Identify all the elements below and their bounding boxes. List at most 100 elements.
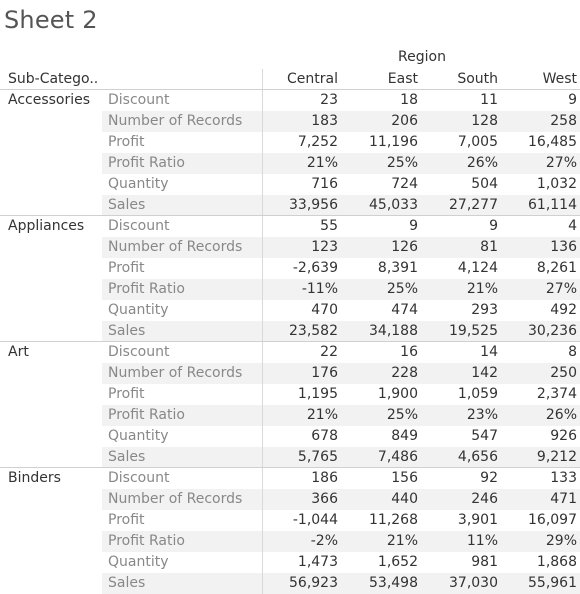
region-column-header[interactable]: Region [398,49,446,65]
measure-name-label[interactable]: Profit Ratio [108,281,185,297]
table-row[interactable]: Sales 33,956 45,033 27,277 61,114 [102,195,580,216]
measure-name-label[interactable]: Sales [108,449,146,465]
table-cell-east[interactable]: 474 [391,302,418,318]
table-cell-central[interactable]: 186 [311,470,338,486]
table-cell-south[interactable]: 7,005 [457,134,498,150]
table-row[interactable]: Profit -1,044 11,268 3,901 16,097 [102,510,580,531]
table-cell-central[interactable]: 183 [311,113,338,129]
table-cell-west[interactable]: 2,374 [536,386,577,402]
table-cell-south[interactable]: 21% [466,281,498,297]
table-cell-south[interactable]: 81 [480,239,498,255]
table-cell-south[interactable]: 92 [480,470,498,486]
table-cell-west[interactable]: 27% [545,281,577,297]
table-cell-east[interactable]: 206 [391,113,418,129]
sub-category-label[interactable]: Appliances [8,218,85,234]
measure-name-label[interactable]: Quantity [108,176,169,192]
column-header-west[interactable]: West [542,71,577,87]
table-cell-west[interactable]: 471 [550,491,577,507]
table-cell-central[interactable]: 5,765 [297,449,338,465]
table-cell-west[interactable]: 29% [545,533,577,549]
table-cell-west[interactable]: 16,485 [528,134,577,150]
table-cell-south[interactable]: 27,277 [449,197,498,213]
table-row[interactable]: Sales 56,923 53,498 37,030 55,961 [102,573,580,594]
table-cell-west[interactable]: 926 [550,428,577,444]
table-row[interactable]: Discount 186 156 92 133 [102,468,580,489]
table-cell-east[interactable]: 25% [386,281,418,297]
measure-name-label[interactable]: Quantity [108,428,169,444]
sub-category-label[interactable]: Accessories [8,92,91,108]
table-cell-west[interactable]: 258 [550,113,577,129]
table-cell-central[interactable]: 33,956 [289,197,338,213]
table-cell-east[interactable]: 126 [391,239,418,255]
table-row[interactable]: Number of Records 176 228 142 250 [102,363,580,384]
measure-name-label[interactable]: Number of Records [108,491,243,507]
measure-name-label[interactable]: Sales [108,197,146,213]
table-row[interactable]: Discount 22 16 14 8 [102,342,580,363]
table-cell-central[interactable]: 1,195 [297,386,338,402]
table-cell-west[interactable]: 492 [550,302,577,318]
table-cell-west[interactable]: 9,212 [536,449,577,465]
table-row[interactable]: Quantity 470 474 293 492 [102,300,580,321]
table-cell-central[interactable]: 21% [306,407,338,423]
table-row[interactable]: Profit -2,639 8,391 4,124 8,261 [102,258,580,279]
table-cell-east[interactable]: 11,268 [369,512,418,528]
table-cell-west[interactable]: 61,114 [528,197,577,213]
table-cell-central[interactable]: -11% [301,281,338,297]
table-cell-east[interactable]: 34,188 [369,323,418,339]
measure-name-label[interactable]: Profit Ratio [108,155,185,171]
table-row[interactable]: Quantity 1,473 1,652 981 1,868 [102,552,580,573]
table-cell-central[interactable]: 21% [306,155,338,171]
table-cell-central[interactable]: 716 [311,176,338,192]
table-cell-central[interactable]: 470 [311,302,338,318]
table-cell-central[interactable]: 366 [311,491,338,507]
measure-name-label[interactable]: Discount [108,218,170,234]
table-cell-south[interactable]: 293 [471,302,498,318]
table-cell-west[interactable]: 1,032 [536,176,577,192]
table-cell-south[interactable]: 26% [466,155,498,171]
sub-category-header[interactable]: Sub-Catego.. [8,71,99,87]
table-cell-central[interactable]: -2,639 [292,260,338,276]
table-cell-west[interactable]: 8,261 [536,260,577,276]
table-cell-west[interactable]: 8 [568,344,577,360]
table-cell-central[interactable]: 7,252 [297,134,338,150]
table-cell-east[interactable]: 21% [386,533,418,549]
table-cell-east[interactable]: 7,486 [377,449,418,465]
table-cell-east[interactable]: 9 [409,218,418,234]
table-row[interactable]: Profit Ratio 21% 25% 23% 26% [102,405,580,426]
table-cell-west[interactable]: 133 [550,470,577,486]
table-cell-east[interactable]: 228 [391,365,418,381]
table-cell-west[interactable]: 30,236 [528,323,577,339]
table-cell-south[interactable]: 23% [466,407,498,423]
table-row[interactable]: Profit 1,195 1,900 1,059 2,374 [102,384,580,405]
table-cell-east[interactable]: 18 [400,92,418,108]
table-cell-east[interactable]: 45,033 [369,197,418,213]
table-row[interactable]: Quantity 678 849 547 926 [102,426,580,447]
table-cell-west[interactable]: 250 [550,365,577,381]
column-header-east[interactable]: East [387,71,418,87]
table-cell-west[interactable]: 4 [568,218,577,234]
measure-name-label[interactable]: Quantity [108,302,169,318]
measure-name-label[interactable]: Sales [108,323,146,339]
table-cell-east[interactable]: 1,652 [377,554,418,570]
table-row[interactable]: Sales 23,582 34,188 19,525 30,236 [102,321,580,342]
table-cell-south[interactable]: 14 [480,344,498,360]
table-cell-south[interactable]: 128 [471,113,498,129]
table-cell-central[interactable]: 55 [320,218,338,234]
sub-category-label[interactable]: Art [8,344,29,360]
table-cell-west[interactable]: 136 [550,239,577,255]
table-cell-central[interactable]: 22 [320,344,338,360]
table-cell-south[interactable]: 9 [489,218,498,234]
measure-name-label[interactable]: Discount [108,344,170,360]
measure-name-label[interactable]: Discount [108,92,170,108]
table-cell-west[interactable]: 1,868 [536,554,577,570]
table-cell-south[interactable]: 246 [471,491,498,507]
table-cell-south[interactable]: 37,030 [449,575,498,591]
table-row[interactable]: Number of Records 183 206 128 258 [102,111,580,132]
table-cell-central[interactable]: 56,923 [289,575,338,591]
table-cell-south[interactable]: 981 [471,554,498,570]
table-cell-south[interactable]: 1,059 [457,386,498,402]
table-row[interactable]: Discount 55 9 9 4 [102,216,580,237]
table-cell-east[interactable]: 440 [391,491,418,507]
column-header-central[interactable]: Central [287,71,338,87]
table-cell-east[interactable]: 1,900 [377,386,418,402]
